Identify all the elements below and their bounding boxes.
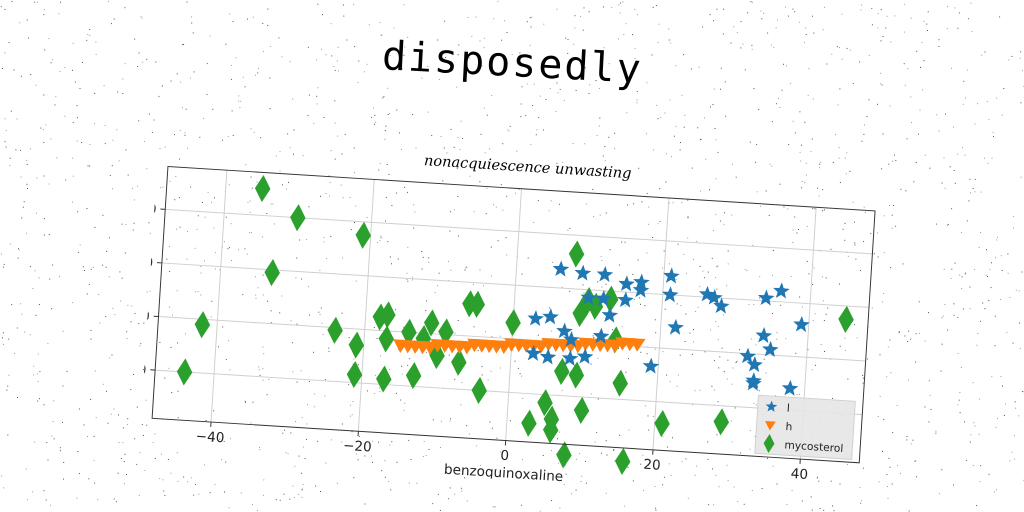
mycosterol-point xyxy=(614,447,631,475)
chart-title: nonacquiescence unwasting xyxy=(424,152,632,182)
l-point xyxy=(574,264,592,281)
mycosterol-point xyxy=(348,331,365,359)
l-point xyxy=(592,327,610,344)
mycosterol-point xyxy=(573,396,590,424)
scatter-chart: nonacquiescence unwasting −40−2002040−20… xyxy=(87,152,876,485)
l-point xyxy=(595,290,612,307)
mycosterol-point xyxy=(376,365,392,393)
mycosterol-point xyxy=(194,311,211,339)
mycosterol-point xyxy=(176,358,193,386)
l-point xyxy=(633,273,650,290)
mycosterol-point xyxy=(469,290,486,318)
mycosterol-point xyxy=(612,369,628,397)
x-tick-label: 40 xyxy=(790,466,808,483)
l-point xyxy=(713,297,730,314)
x-tick-label: −40 xyxy=(195,429,225,447)
l-point xyxy=(556,322,573,339)
mycosterol-point xyxy=(264,258,280,287)
l-point xyxy=(601,306,619,323)
l-point xyxy=(617,291,634,308)
x-tick-label: −20 xyxy=(343,438,373,456)
mycosterol-point xyxy=(521,409,537,437)
y-gridline xyxy=(155,369,863,416)
legend-box xyxy=(754,394,856,460)
legend-marker-h xyxy=(765,420,776,431)
y-gridline xyxy=(165,208,873,255)
data-points xyxy=(176,175,854,475)
x-tick-label: 20 xyxy=(643,457,661,474)
mycosterol-point xyxy=(602,285,619,313)
mycosterol-point xyxy=(405,362,422,390)
legend-label: l xyxy=(786,402,790,415)
l-point xyxy=(757,289,775,306)
x-gridline xyxy=(210,170,228,423)
l-point xyxy=(552,260,570,277)
l-point xyxy=(745,374,762,391)
mycosterol-point xyxy=(587,292,604,320)
mycosterol-point xyxy=(429,341,445,370)
legend-marker-mycosterol xyxy=(763,434,775,454)
mycosterol-point xyxy=(378,325,395,353)
x-gridline xyxy=(652,197,670,450)
x-tick-label: 0 xyxy=(500,448,510,465)
mycosterol-point xyxy=(556,441,572,469)
l-point xyxy=(755,327,773,344)
l-point xyxy=(563,331,580,348)
l-point xyxy=(525,344,542,361)
l-point xyxy=(527,310,545,327)
mycosterol-point xyxy=(254,175,271,203)
l-point xyxy=(781,379,799,396)
mycosterol-point xyxy=(471,376,487,405)
l-point xyxy=(632,281,650,298)
mycosterol-point xyxy=(423,309,440,337)
l-point xyxy=(580,289,598,306)
h-point xyxy=(630,338,646,352)
legend-label: mycosterol xyxy=(784,438,844,455)
l-point xyxy=(663,267,680,284)
l-point xyxy=(539,348,557,365)
y-gridline xyxy=(161,262,870,308)
l-point xyxy=(739,347,757,364)
l-point xyxy=(667,318,684,335)
chart: nonacquiescence unwasting −40 −20 0 20 40 −20… xyxy=(87,127,898,485)
mycosterol-point xyxy=(505,309,521,337)
mycosterol-point xyxy=(568,240,585,268)
mycosterol-point xyxy=(380,301,396,329)
mycosterol-point xyxy=(838,305,854,333)
x-gridline xyxy=(357,179,375,432)
l-point xyxy=(706,288,723,306)
mycosterol-point xyxy=(346,361,363,389)
plot-frame xyxy=(151,165,876,464)
l-point xyxy=(661,286,679,303)
mycosterol-point xyxy=(554,357,570,386)
mycosterol-point xyxy=(290,204,306,232)
l-point xyxy=(542,308,559,325)
legend-marker-l xyxy=(765,400,778,412)
legend-label: h xyxy=(785,420,793,433)
mycosterol-point xyxy=(401,318,417,346)
mycosterol-point xyxy=(537,389,553,417)
l-point xyxy=(618,275,635,292)
mycosterol-point xyxy=(542,416,559,444)
mycosterol-point xyxy=(327,316,343,344)
l-point xyxy=(561,349,579,366)
legend: lh mycosterol xyxy=(754,394,856,460)
l-point xyxy=(576,348,594,365)
l-point xyxy=(793,315,810,333)
l-point xyxy=(746,356,763,373)
mycosterol-point xyxy=(355,221,372,249)
mycosterol-point xyxy=(713,408,730,436)
mycosterol-point xyxy=(568,361,585,389)
l-point xyxy=(698,285,716,302)
mycosterol-point xyxy=(438,318,454,346)
l-point xyxy=(762,340,779,357)
mycosterol-point xyxy=(451,348,467,376)
l-point xyxy=(642,357,660,374)
l-point xyxy=(596,265,614,283)
l-point xyxy=(773,282,790,299)
mycosterol-point xyxy=(654,409,670,438)
